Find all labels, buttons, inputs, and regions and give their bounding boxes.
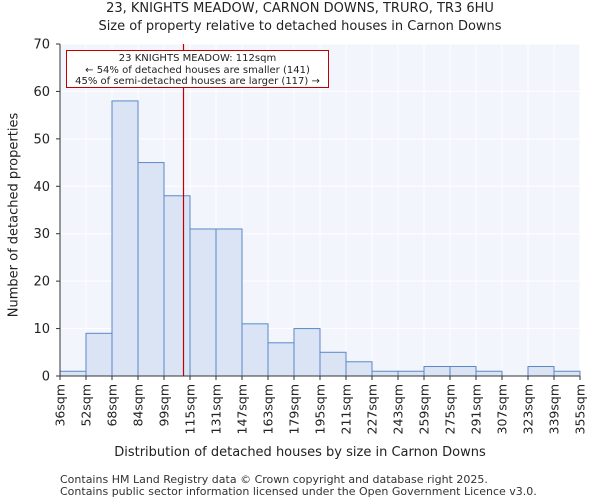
x-tick-label: 99sqm bbox=[157, 384, 172, 427]
histogram-bar bbox=[319, 351, 347, 377]
annotation-line-2: ← 54% of detached houses are smaller (14… bbox=[85, 64, 310, 76]
footer-licence: Contains public sector information licen… bbox=[60, 485, 537, 498]
histogram-bar bbox=[267, 342, 295, 377]
annotation-line-1: 23 KNIGHTS MEADOW: 112sqm bbox=[118, 53, 277, 64]
y-axis-label: Number of detached properties bbox=[6, 112, 22, 318]
x-tick-label: 36sqm bbox=[53, 384, 68, 427]
y-tick-label: 20 bbox=[33, 275, 50, 290]
x-tick-label: 52sqm bbox=[79, 384, 94, 427]
y-tick-label: 50 bbox=[33, 132, 50, 147]
histogram-bar bbox=[293, 328, 321, 377]
x-tick-label: 291sqm bbox=[469, 384, 484, 434]
x-axis-label: Distribution of detached houses by size … bbox=[114, 445, 486, 460]
chart-title: 23, KNIGHTS MEADOW, CARNON DOWNS, TRURO,… bbox=[106, 1, 494, 16]
x-tick-label: 355sqm bbox=[573, 384, 588, 434]
x-tick-label: 68sqm bbox=[105, 384, 120, 427]
y-tick-label: 10 bbox=[33, 322, 50, 337]
histogram-bar bbox=[345, 361, 373, 377]
chart-subtitle: Size of property relative to detached ho… bbox=[98, 19, 502, 34]
annotation-line-3: 45% of semi-detached houses are larger (… bbox=[75, 76, 320, 87]
histogram-bar bbox=[59, 370, 87, 377]
x-tick-label: 339sqm bbox=[547, 384, 562, 434]
x-tick-label: 147sqm bbox=[235, 384, 250, 434]
y-tick-label: 0 bbox=[42, 370, 50, 385]
histogram-bar bbox=[475, 370, 503, 377]
x-tick-label: 195sqm bbox=[313, 384, 328, 434]
histogram-bar bbox=[137, 162, 165, 377]
x-tick-label: 307sqm bbox=[495, 384, 510, 434]
histogram-bar bbox=[85, 332, 113, 377]
x-tick-label: 323sqm bbox=[521, 384, 536, 434]
histogram-bar bbox=[371, 370, 399, 377]
y-tick-label: 60 bbox=[33, 85, 50, 100]
histogram-bar bbox=[527, 366, 555, 377]
histogram-bar bbox=[553, 370, 581, 377]
histogram-bar bbox=[111, 100, 139, 377]
y-tick-label: 40 bbox=[33, 180, 50, 195]
histogram-bar bbox=[423, 366, 451, 377]
x-tick-label: 179sqm bbox=[287, 384, 302, 434]
annotation-box: 23 KNIGHTS MEADOW: 112sqm ← 54% of detac… bbox=[66, 50, 329, 88]
histogram-bar bbox=[397, 370, 425, 377]
x-tick-label: 211sqm bbox=[339, 384, 354, 434]
y-tick-label: 70 bbox=[33, 38, 50, 53]
x-tick-label: 275sqm bbox=[443, 384, 458, 434]
histogram-bar bbox=[189, 228, 217, 377]
x-tick-label: 84sqm bbox=[131, 384, 146, 427]
histogram-bar bbox=[241, 323, 269, 377]
histogram-bar bbox=[449, 366, 477, 377]
x-tick-label: 115sqm bbox=[183, 384, 198, 434]
y-tick-label: 30 bbox=[33, 227, 50, 242]
x-tick-label: 163sqm bbox=[261, 384, 276, 434]
x-tick-label: 259sqm bbox=[417, 384, 432, 434]
x-tick-label: 227sqm bbox=[365, 384, 380, 434]
histogram-bar bbox=[163, 195, 191, 377]
histogram-bar bbox=[215, 228, 243, 377]
footer-copyright: Contains HM Land Registry data © Crown c… bbox=[60, 473, 488, 486]
x-tick-label: 243sqm bbox=[391, 384, 406, 434]
x-tick-label: 131sqm bbox=[209, 384, 224, 434]
